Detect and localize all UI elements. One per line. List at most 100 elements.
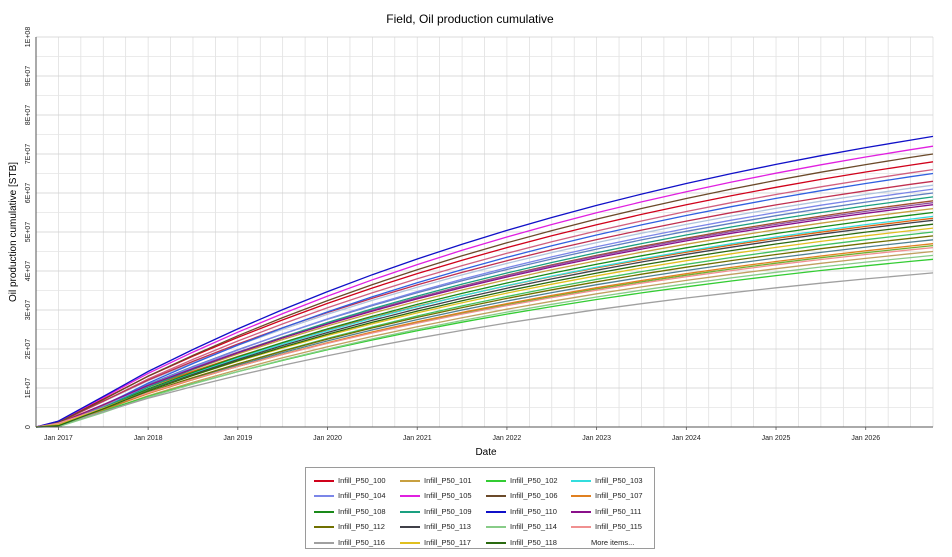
legend-item-infill-p50-109: Infill_P50_109 [400, 504, 472, 519]
y-tick-label: 7E+07 [25, 144, 32, 165]
series-line-infill-p50-103 [35, 215, 934, 428]
legend-item-infill-p50-112: Infill_P50_112 [314, 519, 385, 534]
legend-swatch [571, 525, 591, 528]
y-tick-label: 3E+07 [25, 300, 32, 321]
legend-item-infill-p50-118: Infill_P50_118 [486, 535, 557, 550]
legend-item-infill-p50-103: Infill_P50_103 [571, 473, 643, 488]
legend-item-infill-p50-100: Infill_P50_100 [314, 473, 386, 488]
y-tick-label: 1E+07 [25, 378, 32, 399]
legend-swatch [571, 510, 591, 513]
legend-label: Infill_P50_109 [424, 507, 472, 516]
legend-swatch [314, 510, 334, 513]
legend-swatch [314, 525, 334, 528]
x-axis-label: Date [475, 447, 497, 458]
legend-label: Infill_P50_108 [338, 507, 386, 516]
legend-item-infill-p50-115: Infill_P50_115 [571, 519, 642, 534]
chart: Field, Oil production cumulative Date Oi… [8, 12, 934, 458]
legend-swatch [486, 479, 506, 482]
y-axis-label: Oil production cumulative [STB] [8, 162, 19, 302]
chart-title: Field, Oil production cumulative [386, 12, 554, 26]
x-tick-label: Jan 2019 [223, 435, 252, 442]
legend-label: Infill_P50_115 [595, 522, 642, 531]
legend-label: Infill_P50_106 [510, 491, 558, 500]
series-line-infill-p50-118 [35, 223, 934, 428]
legend-swatch [400, 479, 420, 482]
legend-item-infill-p50-104: Infill_P50_104 [314, 488, 386, 503]
legend-item-infill-p50-110: Infill_P50_110 [486, 504, 557, 519]
legend-swatch [486, 510, 506, 513]
series-line-more [35, 180, 934, 428]
series-line-infill-p50-112 [35, 235, 934, 428]
series-line-more [35, 168, 934, 428]
x-tick-label: Jan 2024 [672, 435, 701, 442]
legend-label: Infill_P50_114 [510, 522, 557, 531]
series-line-infill-p50-114 [35, 254, 934, 428]
legend-swatch [486, 525, 506, 528]
legend-label: Infill_P50_104 [338, 491, 386, 500]
series-line-infill-p50-111 [35, 204, 934, 428]
legend-swatch [314, 541, 334, 544]
legend-item-infill-p50-116: Infill_P50_116 [314, 535, 385, 550]
legend-swatch [486, 494, 506, 497]
legend-item-infill-p50-106: Infill_P50_106 [486, 488, 558, 503]
series-line-infill-p50-113 [35, 219, 934, 428]
series-line-infill-p50-116 [35, 272, 934, 428]
legend-label: Infill_P50_101 [424, 476, 472, 485]
legend-label: Infill_P50_118 [510, 538, 557, 547]
series-line-infill-p50-105 [35, 145, 934, 428]
x-tick-label: Jan 2025 [762, 435, 791, 442]
legend-label: Infill_P50_113 [424, 522, 471, 531]
legend-label: Infill_P50_110 [510, 507, 557, 516]
series-lines [35, 135, 934, 428]
y-tick-label: 1E+08 [25, 27, 32, 48]
legend-label: Infill_P50_102 [510, 476, 558, 485]
y-tick-label: 6E+07 [25, 183, 32, 204]
legend-swatch [571, 479, 591, 482]
legend-label: Infill_P50_103 [595, 476, 643, 485]
axes: 0 1E+07 2E+07 3E+07 4E+07 5E+07 6E+07 7E+07 8E+0… [25, 27, 933, 442]
legend-more-items-link[interactable]: More items... [591, 538, 635, 547]
x-tick-label: Jan 2023 [582, 435, 611, 442]
legend-label: Infill_P50_100 [338, 476, 386, 485]
legend-label: Infill_P50_107 [595, 491, 643, 500]
legend-item-infill-p50-101: Infill_P50_101 [400, 473, 472, 488]
legend-swatch [571, 494, 591, 497]
legend-item-infill-p50-113: Infill_P50_113 [400, 519, 471, 534]
legend-swatch [400, 510, 420, 513]
series-line-infill-p50-107 [35, 243, 934, 428]
y-tick-label: 8E+07 [25, 105, 32, 126]
series-line-more [35, 172, 934, 428]
x-tick-label: Jan 2026 [851, 435, 880, 442]
legend-item-infill-p50-105: Infill_P50_105 [400, 488, 472, 503]
y-tick-label: 4E+07 [25, 261, 32, 282]
grid [35, 36, 934, 428]
legend-label: Infill_P50_116 [338, 538, 385, 547]
legend-item-infill-p50-111: Infill_P50_111 [571, 504, 641, 519]
y-tick-label: 5E+07 [25, 222, 32, 243]
x-tick-label: Jan 2018 [134, 435, 163, 442]
legend-swatch [314, 494, 334, 497]
legend-item-infill-p50-102: Infill_P50_102 [486, 473, 558, 488]
legend-label: Infill_P50_112 [338, 522, 385, 531]
legend-item-infill-p50-117: Infill_P50_117 [400, 535, 471, 550]
legend-swatch [400, 541, 420, 544]
series-line-more [35, 250, 934, 428]
legend: Infill_P50_100 Infill_P50_101 Infill_P50_1… [305, 467, 655, 549]
series-line-infill-p50-110 [35, 135, 934, 428]
y-tick-label: 0 [25, 425, 32, 429]
series-line-infill-p50-106 [35, 153, 934, 428]
legend-label: Infill_P50_111 [595, 507, 642, 516]
series-line-more [35, 192, 934, 428]
series-line-more [35, 184, 934, 428]
x-tick-label: Jan 2022 [493, 435, 522, 442]
y-tick-label: 2E+07 [25, 339, 32, 360]
y-tick-label: 9E+07 [25, 66, 32, 87]
legend-swatch [400, 494, 420, 497]
legend-label: Infill_P50_117 [424, 538, 471, 547]
x-tick-label: Jan 2021 [403, 435, 432, 442]
legend-swatch [400, 525, 420, 528]
legend-label: Infill_P50_105 [424, 491, 472, 500]
x-tick-label: Jan 2017 [44, 435, 73, 442]
legend-swatch [314, 479, 334, 482]
series-line-infill-p50-109 [35, 196, 934, 428]
